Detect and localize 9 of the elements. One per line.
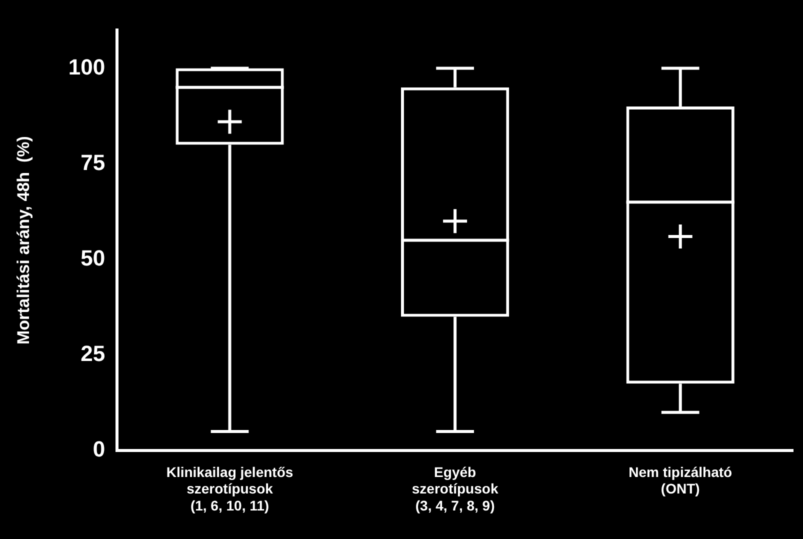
y-tick-label: 25 xyxy=(80,341,106,366)
y-axis-title: Mortalitási arány, 48h (%) xyxy=(14,136,33,345)
x-tick-label: Nem tipizálható (ONT) xyxy=(628,464,732,497)
y-tick-label: 0 xyxy=(92,436,106,462)
y-tick-label: 100 xyxy=(68,54,106,80)
x-tick-label: Egyéb szerotípusok (3, 4, 7, 8, 9) xyxy=(412,464,498,514)
y-tick-label: 75 xyxy=(80,150,106,175)
x-tick-label: Klinikailag jelentős szerotípusok (1, 6, 10, 11) xyxy=(166,464,294,514)
y-tick-label: 50 xyxy=(80,245,106,270)
